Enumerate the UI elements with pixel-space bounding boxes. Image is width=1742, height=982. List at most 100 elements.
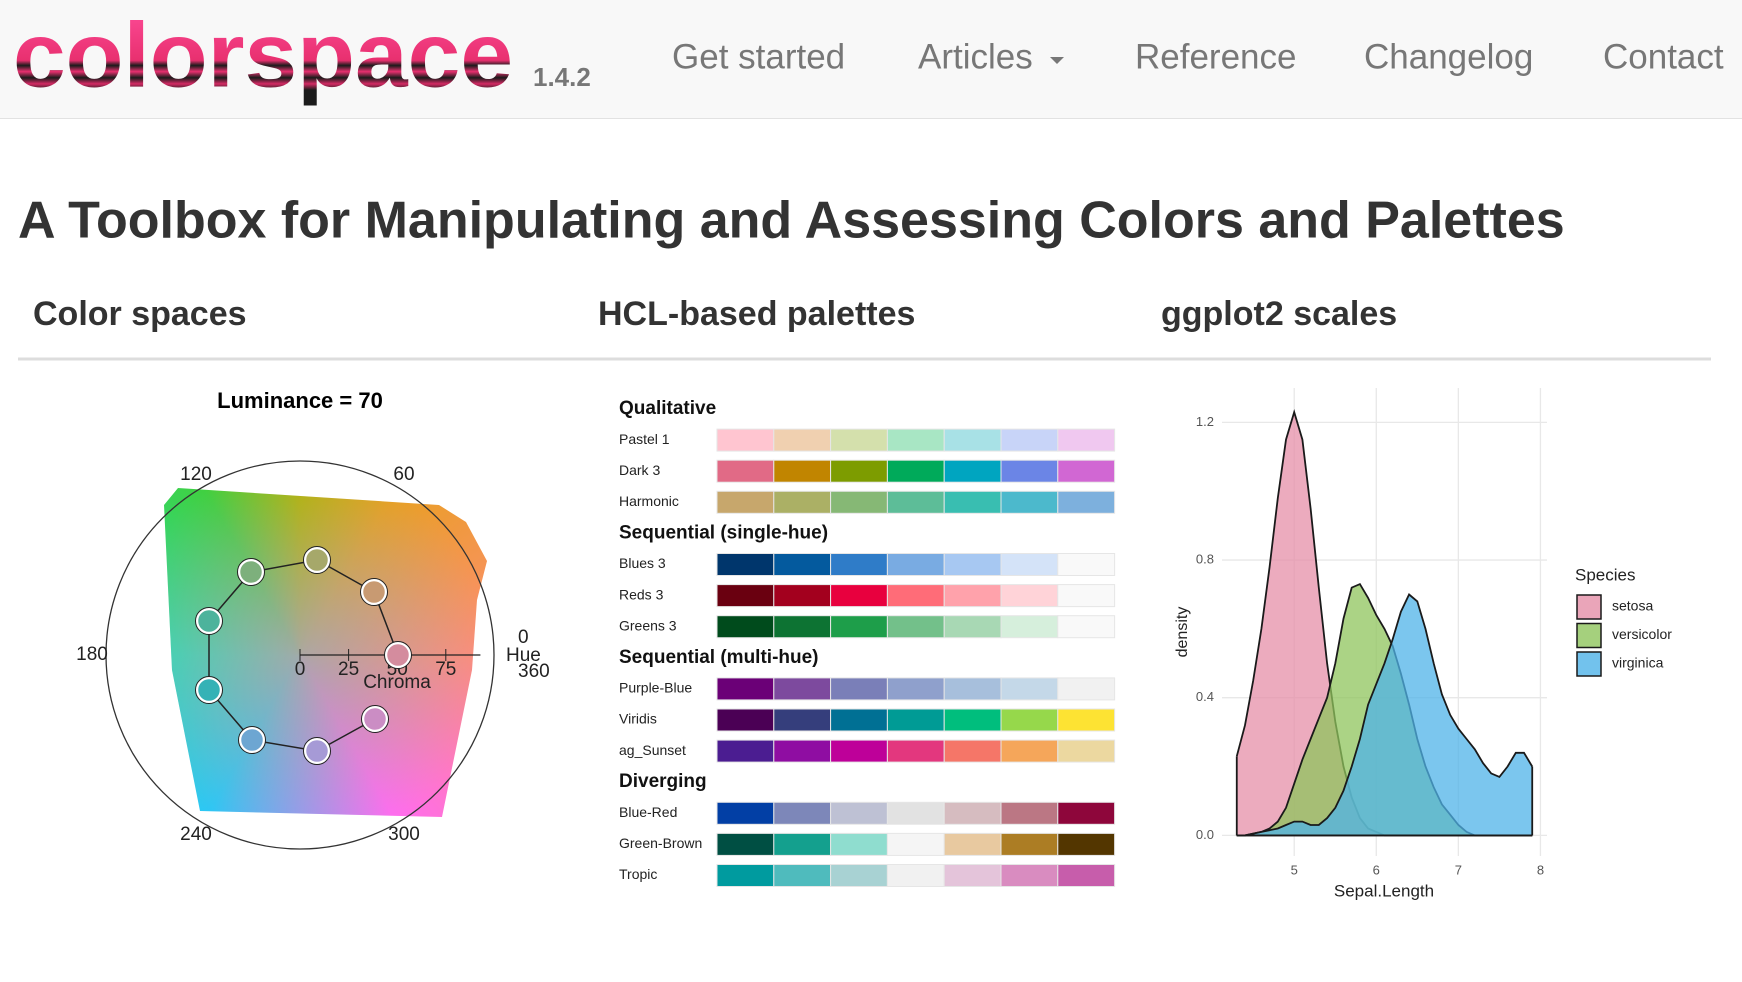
x-axis-title: Sepal.Length [1334, 881, 1434, 900]
swatch [1057, 553, 1116, 576]
swatch [1057, 490, 1116, 514]
swatch [886, 615, 945, 639]
hue-tick-label: 0 [518, 627, 529, 648]
density-area [1236, 594, 1533, 836]
swatch [1000, 428, 1059, 452]
palette-point [238, 726, 266, 754]
y-axis-title: density [1174, 607, 1191, 658]
nav-link[interactable]: Changelog [1364, 37, 1533, 76]
tab[interactable]: HCL-based palettes [598, 295, 915, 333]
swatch [943, 490, 1002, 514]
swatch [716, 864, 775, 887]
legend-key [1576, 622, 1602, 649]
swatch [886, 459, 945, 483]
swatch [773, 677, 832, 701]
hue-tick-label: 360 [518, 661, 550, 682]
swatch [830, 801, 888, 825]
swatch [773, 832, 832, 856]
swatch [830, 832, 888, 856]
swatch [886, 832, 945, 856]
swatch [886, 739, 945, 763]
palette-point-ring [303, 546, 331, 574]
legend-title: Species [1575, 565, 1635, 584]
swatch [830, 677, 888, 701]
swatch [773, 615, 832, 639]
swatch [716, 459, 775, 483]
swatch [1057, 677, 1116, 701]
swatch [943, 864, 1002, 887]
palette-name: Blue-Red [619, 804, 677, 820]
swatch [716, 677, 775, 701]
swatch [943, 801, 1002, 825]
legend-key [1576, 594, 1602, 620]
swatch [1000, 801, 1059, 825]
swatch [1057, 459, 1116, 483]
swatch [1057, 708, 1116, 732]
x-tick-label: 6 [1373, 862, 1380, 877]
swatch [1057, 832, 1116, 856]
swatch [1000, 490, 1059, 514]
palette-point-ring [238, 726, 266, 754]
legend-label: virginica [1612, 655, 1664, 671]
legend-label: versicolor [1612, 626, 1672, 642]
y-tick-label: 1.2 [1196, 414, 1214, 429]
palette-point-ring [360, 578, 388, 606]
palette-name: Purple-Blue [619, 680, 692, 696]
palette-point [195, 607, 223, 635]
swatch [1057, 801, 1116, 825]
swatch [830, 708, 888, 732]
palette-name: Greens 3 [619, 617, 677, 633]
tab[interactable]: ggplot2 scales [1161, 295, 1397, 333]
nav-link[interactable]: Articles [918, 37, 1033, 76]
nav-link[interactable]: Reference [1135, 37, 1296, 76]
nav-link[interactable]: Contact [1603, 37, 1724, 76]
navbar [0, 0, 1742, 118]
chroma-axis-label: Chroma [363, 672, 431, 693]
nav-link[interactable]: Get started [672, 37, 845, 76]
swatch [830, 490, 888, 514]
swatch [943, 677, 1002, 701]
swatch [773, 553, 832, 576]
swatch [943, 459, 1002, 483]
hue-axis-label: Hue [506, 645, 541, 666]
palette-point [303, 546, 331, 574]
swatch [830, 459, 888, 483]
swatch [943, 832, 1002, 856]
y-tick-label: 0.4 [1196, 689, 1214, 704]
swatch [830, 739, 888, 763]
swatch [773, 708, 832, 732]
swatch [943, 428, 1002, 452]
brand[interactable]: colorspace [13, 4, 513, 106]
swatch [1057, 739, 1116, 763]
swatch [1000, 708, 1059, 732]
swatch [943, 739, 1002, 763]
swatch [716, 428, 775, 452]
swatch [1000, 832, 1059, 856]
legend-label: setosa [1612, 598, 1653, 614]
swatch [716, 584, 775, 608]
density-line [1236, 593, 1533, 837]
swatch [773, 801, 832, 825]
palette-point-ring [195, 676, 223, 704]
y-tick-label: 0.8 [1196, 551, 1214, 566]
palette-point [361, 705, 389, 733]
swatch [886, 428, 945, 452]
swatch [943, 708, 1002, 732]
palette-name: Harmonic [619, 493, 679, 509]
chroma-tick-label: 75 [435, 659, 456, 680]
palette-point-ring [303, 737, 331, 765]
palette-point [384, 641, 412, 669]
hue-tick-label: 240 [180, 824, 212, 845]
swatch [773, 864, 832, 887]
swatch [716, 615, 775, 639]
swatch [1057, 615, 1116, 639]
hue-circle [105, 460, 495, 850]
swatch [886, 708, 945, 732]
x-tick-label: 5 [1291, 862, 1298, 877]
tab[interactable]: Color spaces [33, 295, 247, 333]
palette-point [237, 558, 265, 586]
palette-point [360, 578, 388, 606]
palette-group: Sequential (single-hue) [619, 522, 828, 543]
